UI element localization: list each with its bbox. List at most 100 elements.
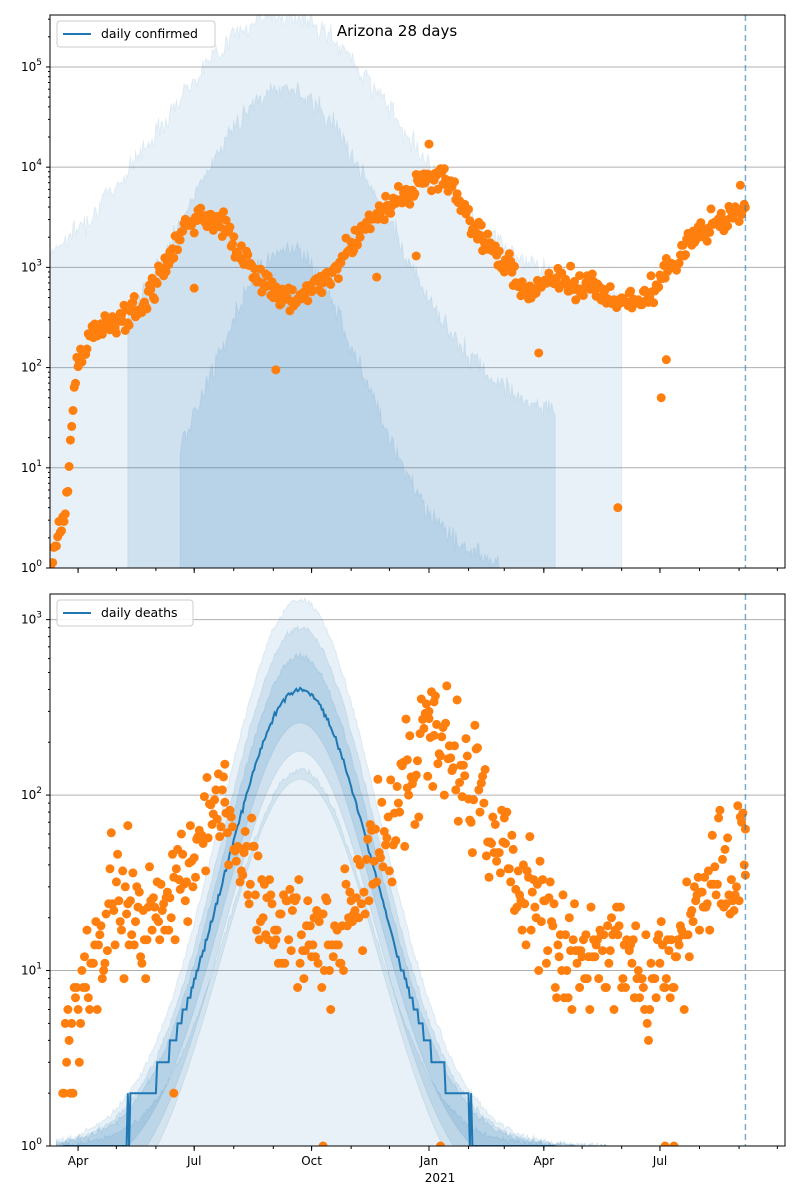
- observed-point: [131, 917, 140, 927]
- observed-point: [458, 760, 468, 770]
- observed-point: [318, 909, 328, 919]
- observed-point: [308, 940, 318, 950]
- uncertainty-band: [50, 15, 623, 568]
- observed-point: [67, 1018, 77, 1028]
- observed-point: [651, 993, 661, 1003]
- observed-point: [702, 899, 712, 909]
- observed-point: [145, 862, 154, 872]
- observed-point: [127, 930, 137, 940]
- median-projection-line: [62, 686, 556, 1146]
- observed-point: [345, 887, 355, 897]
- observed-point: [439, 164, 449, 174]
- observed-point: [474, 785, 484, 795]
- y-tick-label: 101: [21, 962, 42, 978]
- observed-point: [621, 983, 630, 992]
- observed-point: [544, 893, 554, 903]
- observed-point: [672, 952, 681, 962]
- cases-plot-frame: [49, 14, 786, 569]
- observed-point: [287, 906, 297, 915]
- observed-point: [726, 875, 736, 885]
- observed-point: [96, 921, 106, 931]
- observed-point: [191, 872, 200, 882]
- observed-point: [189, 853, 199, 863]
- y-tick-label: 100: [21, 559, 42, 575]
- observed-point: [739, 860, 749, 870]
- observed-point: [173, 245, 183, 255]
- observed-point: [341, 879, 351, 889]
- observed-point: [712, 879, 722, 889]
- observed-point: [707, 830, 717, 840]
- observed-point: [244, 899, 254, 909]
- observed-point: [161, 267, 171, 277]
- observed-point: [605, 282, 615, 292]
- observed-point: [77, 357, 87, 367]
- observed-point: [483, 229, 493, 239]
- observed-point: [669, 983, 679, 992]
- observed-point: [382, 833, 392, 843]
- observed-point: [644, 1035, 653, 1045]
- observed-point: [586, 902, 596, 912]
- observed-point: [664, 946, 674, 956]
- observed-point: [150, 902, 160, 912]
- observed-point: [714, 813, 724, 823]
- observed-point: [411, 770, 421, 780]
- observed-point: [666, 935, 676, 945]
- observed-point: [226, 812, 236, 822]
- observed-point: [615, 902, 625, 912]
- observed-point: [598, 946, 607, 956]
- observed-point: [669, 1141, 679, 1146]
- observed-point: [183, 917, 193, 927]
- observed-point: [654, 282, 664, 292]
- observed-point: [534, 348, 544, 358]
- observed-point: [124, 320, 134, 330]
- observed-point: [210, 795, 220, 805]
- cases-panel: 100 101 102 103 104 105 daily confirmed: [21, 14, 786, 575]
- observed-point: [359, 887, 369, 897]
- x-tick-label: Jul: [652, 1154, 667, 1168]
- observed-point: [378, 862, 388, 872]
- x-tick-label: Jan: [419, 1154, 439, 1168]
- observed-point: [554, 952, 564, 962]
- observed-point: [421, 699, 431, 709]
- observed-point: [475, 230, 485, 240]
- observed-point: [562, 966, 572, 975]
- observed-point: [353, 240, 362, 250]
- observed-point: [517, 925, 527, 935]
- y-tick-label: 100: [21, 1137, 42, 1153]
- cases-legend-label: daily confirmed: [101, 26, 198, 41]
- observed-point: [128, 868, 138, 878]
- observed-point: [641, 930, 651, 940]
- observed-point: [92, 1005, 102, 1014]
- observed-point: [118, 866, 128, 876]
- observed-point: [170, 935, 180, 945]
- deaths-median-projection: [62, 686, 556, 1146]
- observed-point: [705, 925, 715, 935]
- deaths-legend: daily deaths: [56, 599, 194, 627]
- observed-point: [247, 813, 257, 823]
- observed-point: [461, 734, 471, 744]
- observed-point: [513, 866, 523, 876]
- observed-point: [356, 899, 366, 909]
- observed-point: [182, 877, 191, 887]
- observed-point: [284, 935, 294, 945]
- observed-point: [178, 849, 188, 859]
- observed-point: [328, 952, 338, 962]
- observed-point: [655, 958, 665, 968]
- observed-point: [111, 877, 121, 887]
- observed-point: [254, 935, 264, 945]
- deaths-y-axis: 100 101 102 103: [21, 611, 50, 1153]
- observed-point: [137, 958, 147, 968]
- observed-point: [502, 807, 512, 817]
- observed-point: [550, 983, 560, 992]
- observed-point: [711, 890, 721, 900]
- observed-point: [317, 983, 327, 992]
- observed-point: [567, 1005, 577, 1014]
- observed-point: [734, 896, 744, 906]
- observed-point: [129, 292, 139, 301]
- observed-point: [479, 798, 489, 808]
- observed-point: [148, 893, 158, 903]
- observed-point: [553, 940, 563, 950]
- observed-point: [134, 887, 144, 897]
- observed-point: [169, 1088, 179, 1098]
- observed-point: [238, 870, 248, 880]
